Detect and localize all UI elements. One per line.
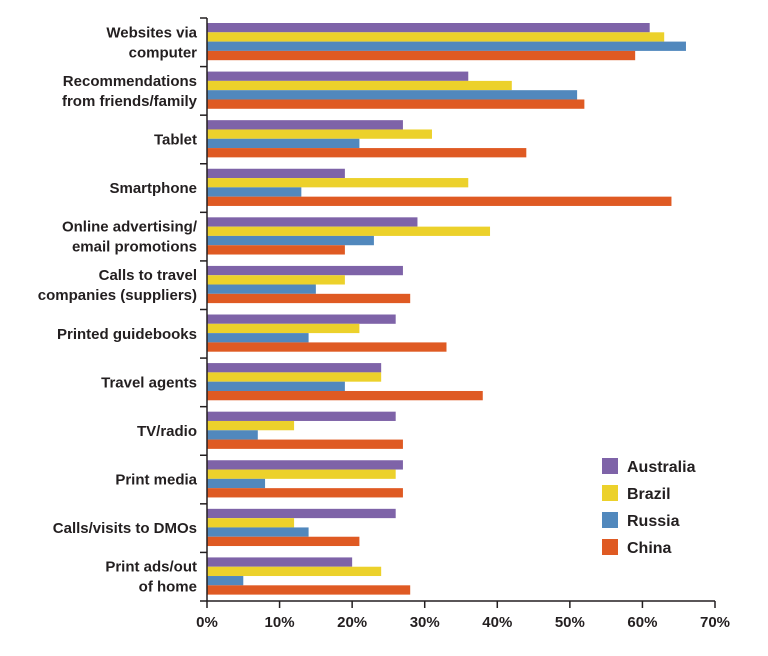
bar-brazil-5 (207, 275, 345, 285)
legend-label-brazil: Brazil (627, 486, 671, 503)
x-tick-label: 10% (265, 614, 295, 631)
bar-china-5 (207, 293, 411, 304)
legend-label-australia: Australia (627, 459, 696, 476)
x-tick-labels: 0% 10% 20% 30% 40% 50% 60% 70% (196, 614, 730, 631)
legend-swatch-australia (602, 458, 618, 474)
legend: Australia Brazil Russia China (602, 458, 696, 557)
category-label: email promotions (72, 239, 197, 256)
bar-brazil-0 (207, 32, 665, 42)
bar-brazil-4 (207, 226, 491, 236)
bar-brazil-1 (207, 80, 512, 91)
bar-russia-11 (207, 576, 244, 586)
x-tick-label: 20% (337, 614, 367, 631)
legend-label-russia: Russia (627, 513, 680, 530)
bar-russia-6 (207, 333, 309, 343)
bar-brazil-9 (207, 469, 396, 479)
bar-china-9 (207, 488, 403, 498)
bar-china-6 (207, 342, 447, 352)
bar-australia-6 (207, 314, 396, 324)
category-label: TV/radio (137, 423, 197, 440)
bar-russia-1 (207, 90, 578, 100)
bars-group (207, 23, 686, 595)
bar-russia-10 (207, 527, 309, 537)
x-tick-label: 60% (627, 614, 657, 631)
x-tick-label: 40% (482, 614, 512, 631)
bar-russia-7 (207, 381, 345, 391)
category-label: Print media (115, 472, 197, 489)
bar-australia-8 (207, 411, 396, 421)
legend-swatch-china (602, 539, 618, 555)
category-label: Online advertising/ (62, 219, 198, 236)
category-label: of home (139, 579, 197, 596)
bar-australia-10 (207, 508, 396, 519)
axes-group (200, 17, 716, 608)
bar-china-7 (207, 390, 483, 401)
category-label: companies (suppliers) (38, 287, 197, 304)
category-label: Print ads/out (105, 559, 197, 576)
bar-brazil-11 (207, 566, 382, 577)
bar-australia-5 (207, 265, 403, 276)
bar-russia-0 (207, 41, 686, 51)
bar-australia-9 (207, 460, 403, 470)
x-tick-label: 50% (555, 614, 585, 631)
category-label: Printed guidebooks (57, 326, 197, 343)
bar-russia-2 (207, 138, 360, 149)
legend-label-china: China (627, 540, 672, 557)
bar-australia-1 (207, 71, 469, 81)
bar-brazil-8 (207, 420, 295, 431)
bar-russia-9 (207, 478, 266, 489)
bar-china-0 (207, 50, 636, 61)
category-label: Calls to travel (99, 267, 197, 284)
bar-china-1 (207, 99, 585, 109)
category-labels: Websites via computer Recommendations from … (38, 24, 198, 595)
category-label: Calls/visits to DMOs (53, 520, 197, 537)
bar-australia-0 (207, 23, 650, 33)
bar-russia-4 (207, 235, 374, 246)
bar-australia-7 (207, 363, 382, 373)
x-tick-label: 0% (196, 614, 218, 631)
bar-brazil-10 (207, 518, 295, 528)
bar-russia-8 (207, 430, 258, 440)
bar-russia-5 (207, 284, 316, 294)
bar-china-10 (207, 536, 360, 547)
category-label: computer (129, 44, 198, 61)
bar-china-2 (207, 148, 527, 158)
category-label: Travel agents (101, 374, 197, 391)
x-tick-label: 70% (700, 614, 730, 631)
category-label: Recommendations (63, 73, 197, 90)
bar-brazil-2 (207, 129, 432, 139)
category-label: Websites via (106, 24, 197, 41)
category-label: from friends/family (62, 93, 198, 110)
bar-china-4 (207, 245, 345, 255)
x-tick-label: 30% (410, 614, 440, 631)
category-label: Tablet (154, 132, 197, 149)
bar-brazil-6 (207, 323, 360, 334)
bar-australia-4 (207, 217, 418, 227)
legend-swatch-russia (602, 512, 618, 528)
bar-russia-3 (207, 187, 302, 197)
bar-brazil-3 (207, 178, 469, 188)
bar-australia-2 (207, 120, 403, 130)
bar-china-3 (207, 196, 672, 206)
bar-australia-11 (207, 557, 353, 567)
legend-swatch-brazil (602, 485, 618, 501)
bar-brazil-7 (207, 372, 382, 382)
category-label: Smartphone (109, 180, 197, 197)
bar-australia-3 (207, 168, 345, 179)
bar-china-11 (207, 585, 411, 595)
bar-china-8 (207, 439, 403, 449)
